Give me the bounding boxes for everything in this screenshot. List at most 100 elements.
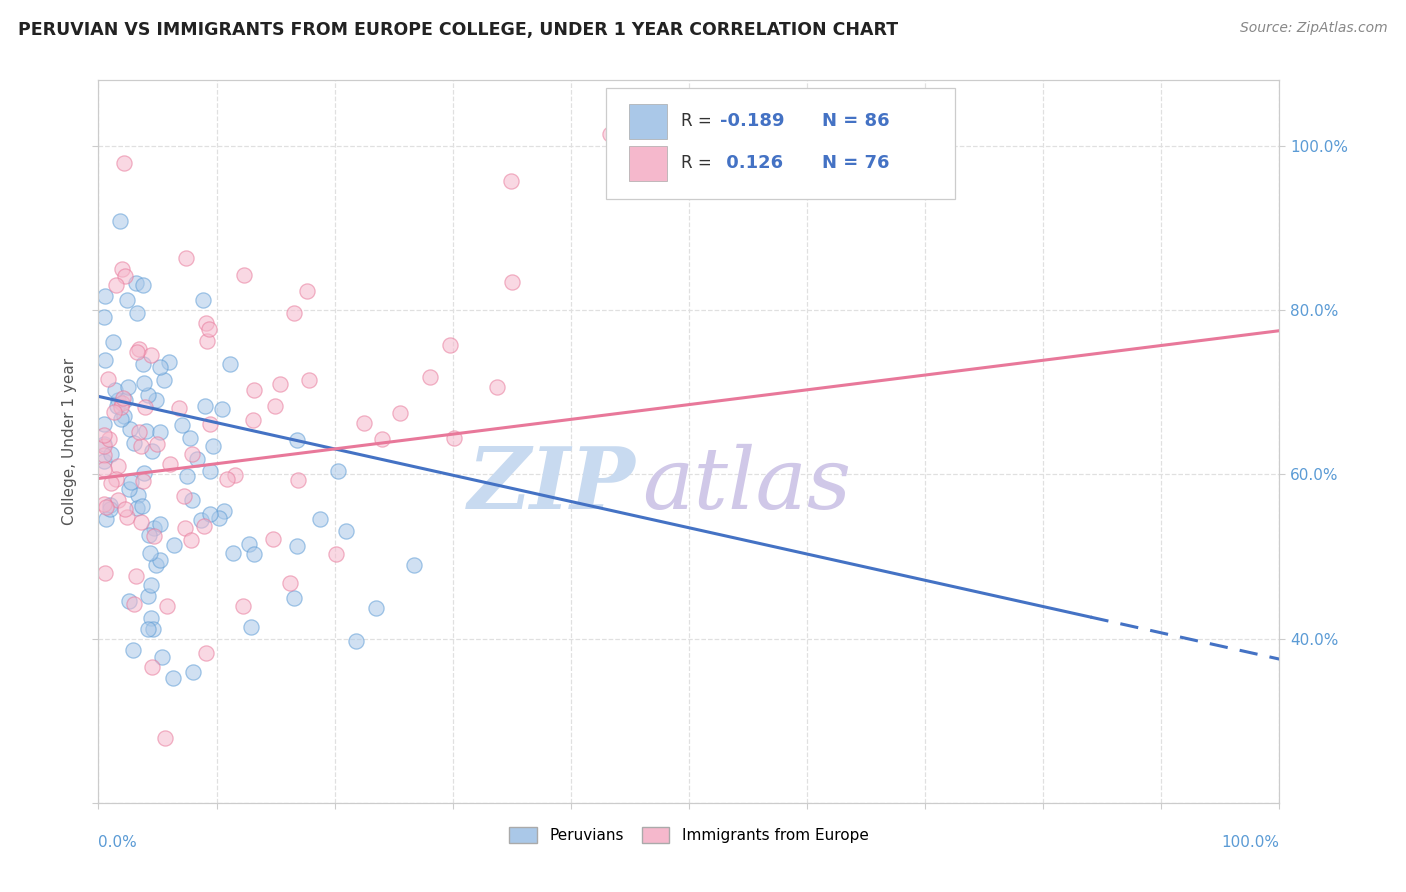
Point [153, 373, 176, 387]
Point [134, 376, 156, 391]
Point [439, 338, 461, 352]
Point [325, 547, 347, 561]
Point [125, 306, 148, 320]
Y-axis label: College, Under 1 year: College, Under 1 year [62, 358, 77, 525]
Point [132, 357, 155, 371]
Point [142, 529, 165, 543]
Point [285, 434, 308, 448]
Point [103, 334, 125, 349]
Point [283, 306, 305, 320]
Point [114, 501, 136, 516]
Point [183, 665, 205, 679]
Point [190, 513, 212, 527]
FancyBboxPatch shape [606, 87, 955, 200]
Point [195, 316, 218, 330]
Point [181, 493, 204, 508]
Point [222, 546, 245, 560]
Point [111, 396, 134, 410]
Point [239, 620, 262, 634]
Point [100, 447, 122, 461]
Point [243, 384, 266, 398]
Point [150, 649, 173, 664]
Point [132, 278, 155, 293]
Point [100, 476, 122, 491]
Point [485, 380, 508, 394]
Point [118, 483, 141, 497]
Point [93, 417, 115, 431]
Point [93, 448, 115, 462]
Point [131, 474, 153, 488]
Text: 0.0%: 0.0% [98, 835, 138, 850]
Point [117, 380, 139, 394]
Point [155, 731, 177, 745]
Point [93, 439, 115, 453]
Point [200, 508, 222, 522]
Point [211, 401, 233, 416]
Point [136, 589, 159, 603]
Point [174, 251, 197, 265]
Point [141, 444, 163, 458]
Point [128, 342, 150, 356]
Point [501, 275, 523, 289]
Point [186, 451, 208, 466]
Point [198, 322, 221, 336]
Point [111, 392, 134, 406]
Point [149, 553, 172, 567]
Point [122, 643, 145, 657]
Point [131, 515, 153, 529]
Point [195, 646, 218, 660]
Point [242, 413, 264, 427]
Point [179, 431, 201, 445]
Point [198, 464, 221, 478]
Point [132, 466, 155, 480]
Point [238, 537, 260, 551]
Text: R =: R = [681, 154, 717, 172]
Point [269, 377, 291, 392]
Point [263, 399, 285, 413]
Text: -0.189: -0.189 [720, 112, 785, 130]
Point [136, 388, 159, 402]
Point [93, 352, 115, 367]
Point [93, 454, 115, 468]
Point [371, 432, 394, 446]
Point [108, 214, 131, 228]
Point [180, 447, 202, 461]
Point [232, 599, 254, 614]
Point [176, 468, 198, 483]
Point [105, 472, 128, 486]
Point [193, 519, 215, 533]
Point [162, 671, 184, 685]
Point [93, 461, 115, 475]
Point [93, 497, 115, 511]
Point [195, 334, 218, 349]
Point [141, 660, 163, 674]
Point [107, 492, 129, 507]
Point [138, 527, 160, 541]
Point [143, 521, 166, 535]
Point [167, 401, 190, 415]
Point [114, 393, 136, 408]
Point [285, 539, 308, 553]
Text: 0.126: 0.126 [720, 154, 783, 172]
Point [599, 127, 621, 141]
Text: atlas: atlas [641, 443, 851, 526]
Point [198, 417, 221, 431]
Point [93, 428, 115, 442]
Point [128, 425, 150, 439]
Point [110, 412, 132, 426]
Point [122, 598, 145, 612]
Point [156, 599, 179, 613]
Point [124, 436, 146, 450]
Point [142, 622, 165, 636]
Point [145, 437, 167, 451]
Point [215, 472, 238, 486]
Point [149, 517, 172, 532]
Point [115, 510, 138, 524]
Point [219, 357, 242, 371]
Point [335, 524, 357, 538]
FancyBboxPatch shape [628, 104, 666, 139]
Point [232, 268, 254, 282]
Point [157, 355, 180, 369]
Point [139, 348, 162, 362]
Point [134, 401, 156, 415]
